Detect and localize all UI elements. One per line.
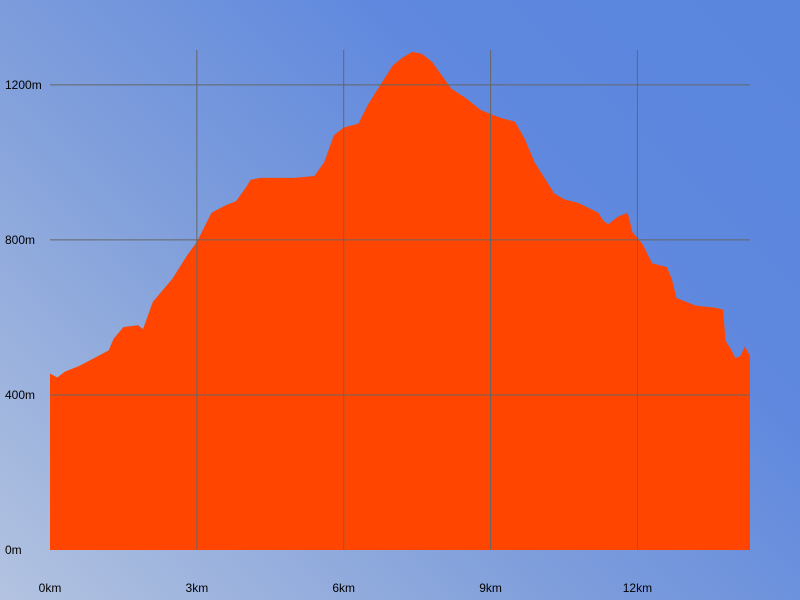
y-tick-label: 400m [5, 388, 35, 402]
y-tick-label: 1200m [5, 78, 42, 92]
x-tick-label: 12km [623, 581, 652, 595]
x-tick-label: 3km [186, 581, 209, 595]
vertical-gridlines [196, 50, 638, 550]
x-axis-tick-labels: 0km 3km 6km 9km 12km [39, 581, 652, 595]
y-axis-tick-labels: 0m 400m 800m 1200m [5, 78, 42, 557]
plot-area [50, 51, 750, 551]
x-tick-label: 6km [332, 581, 355, 595]
y-tick-label: 0m [5, 543, 22, 557]
y-tick-label: 800m [5, 233, 35, 247]
horizontal-gridlines [50, 84, 750, 396]
x-tick-label: 0km [39, 581, 62, 595]
x-tick-label: 9km [479, 581, 502, 595]
elevation-area [50, 51, 750, 551]
